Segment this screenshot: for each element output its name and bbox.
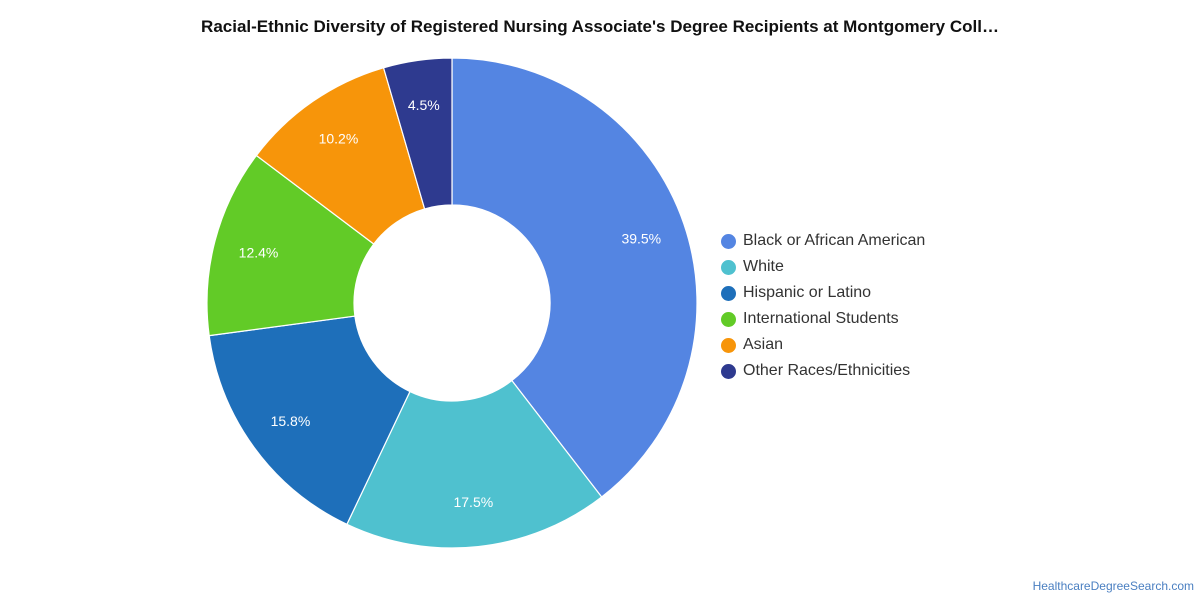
legend-label: White <box>743 258 784 275</box>
source-link[interactable]: HealthcareDegreeSearch.com <box>1032 579 1194 593</box>
legend-item-international-students[interactable]: International Students <box>721 306 925 332</box>
legend-item-hispanic-or-latino[interactable]: Hispanic or Latino <box>721 280 925 306</box>
slice-label-white: 17.5% <box>453 494 493 510</box>
slice-international-students[interactable] <box>206 154 375 337</box>
chart-title: Racial-Ethnic Diversity of Registered Nu… <box>201 17 999 36</box>
legend-item-black-or-african-american[interactable]: Black or African American <box>721 228 925 254</box>
slice-black-or-african-american[interactable] <box>451 57 698 498</box>
slice-label-other-races-ethnicities: 4.5% <box>408 97 440 113</box>
legend-label: Hispanic or Latino <box>743 284 872 301</box>
legend-swatch-icon <box>721 259 736 275</box>
legend-swatch-icon <box>721 337 736 353</box>
slice-asian[interactable] <box>255 67 426 245</box>
legend-item-other-races-ethnicities[interactable]: Other Races/Ethnicities <box>721 358 925 384</box>
chart-legend: Black or African American White Hispanic o… <box>721 228 925 384</box>
legend-swatch-icon <box>721 311 736 327</box>
legend-label: Asian <box>743 336 784 353</box>
slice-label-hispanic-or-latino: 15.8% <box>271 413 311 429</box>
legend-swatch-icon <box>721 285 736 301</box>
legend-item-white[interactable]: White <box>721 254 925 280</box>
slice-white[interactable] <box>346 379 603 549</box>
legend-item-asian[interactable]: Asian <box>721 332 925 358</box>
slice-other-races-ethnicities[interactable] <box>382 57 453 210</box>
slice-hispanic-or-latino[interactable] <box>208 315 411 526</box>
legend-label: Black or African American <box>743 232 926 249</box>
legend-swatch-icon <box>721 363 736 379</box>
slice-label-black-or-african-american: 39.5% <box>621 230 661 246</box>
legend-label: International Students <box>743 310 899 327</box>
slice-label-international-students: 12.4% <box>239 244 279 260</box>
legend-label: Other Races/Ethnicities <box>743 362 911 379</box>
legend-swatch-icon <box>721 233 736 249</box>
slice-label-asian: 10.2% <box>319 130 359 146</box>
